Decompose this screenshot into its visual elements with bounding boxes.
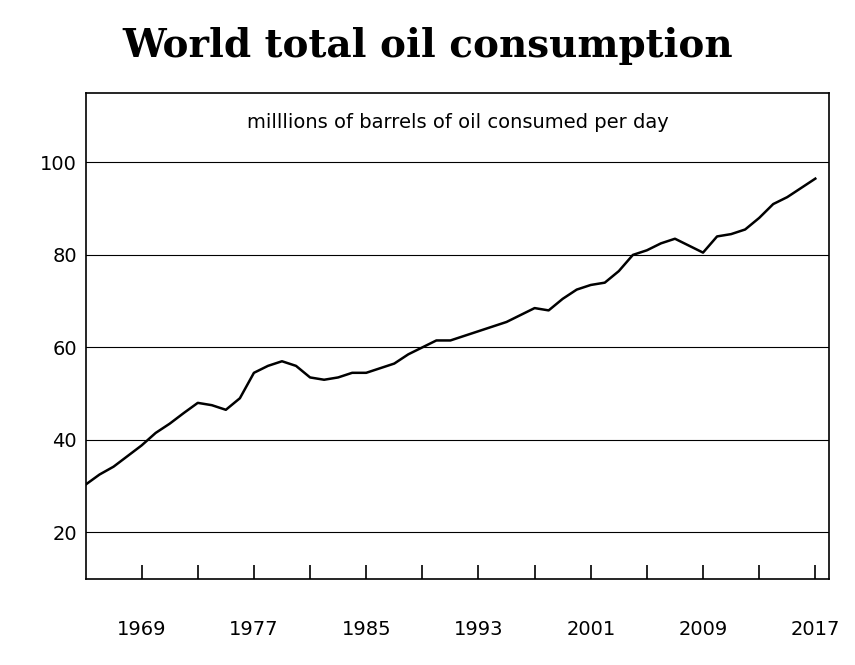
Text: 2001: 2001: [566, 620, 616, 639]
Text: World total oil consumption: World total oil consumption: [122, 27, 733, 65]
Text: 2017: 2017: [791, 620, 840, 639]
Text: 1993: 1993: [454, 620, 504, 639]
Text: 2009: 2009: [678, 620, 728, 639]
Text: 1985: 1985: [341, 620, 391, 639]
Text: 1977: 1977: [229, 620, 279, 639]
Text: 1969: 1969: [117, 620, 167, 639]
Text: milllions of barrels of oil consumed per day: milllions of barrels of oil consumed per…: [246, 112, 669, 132]
